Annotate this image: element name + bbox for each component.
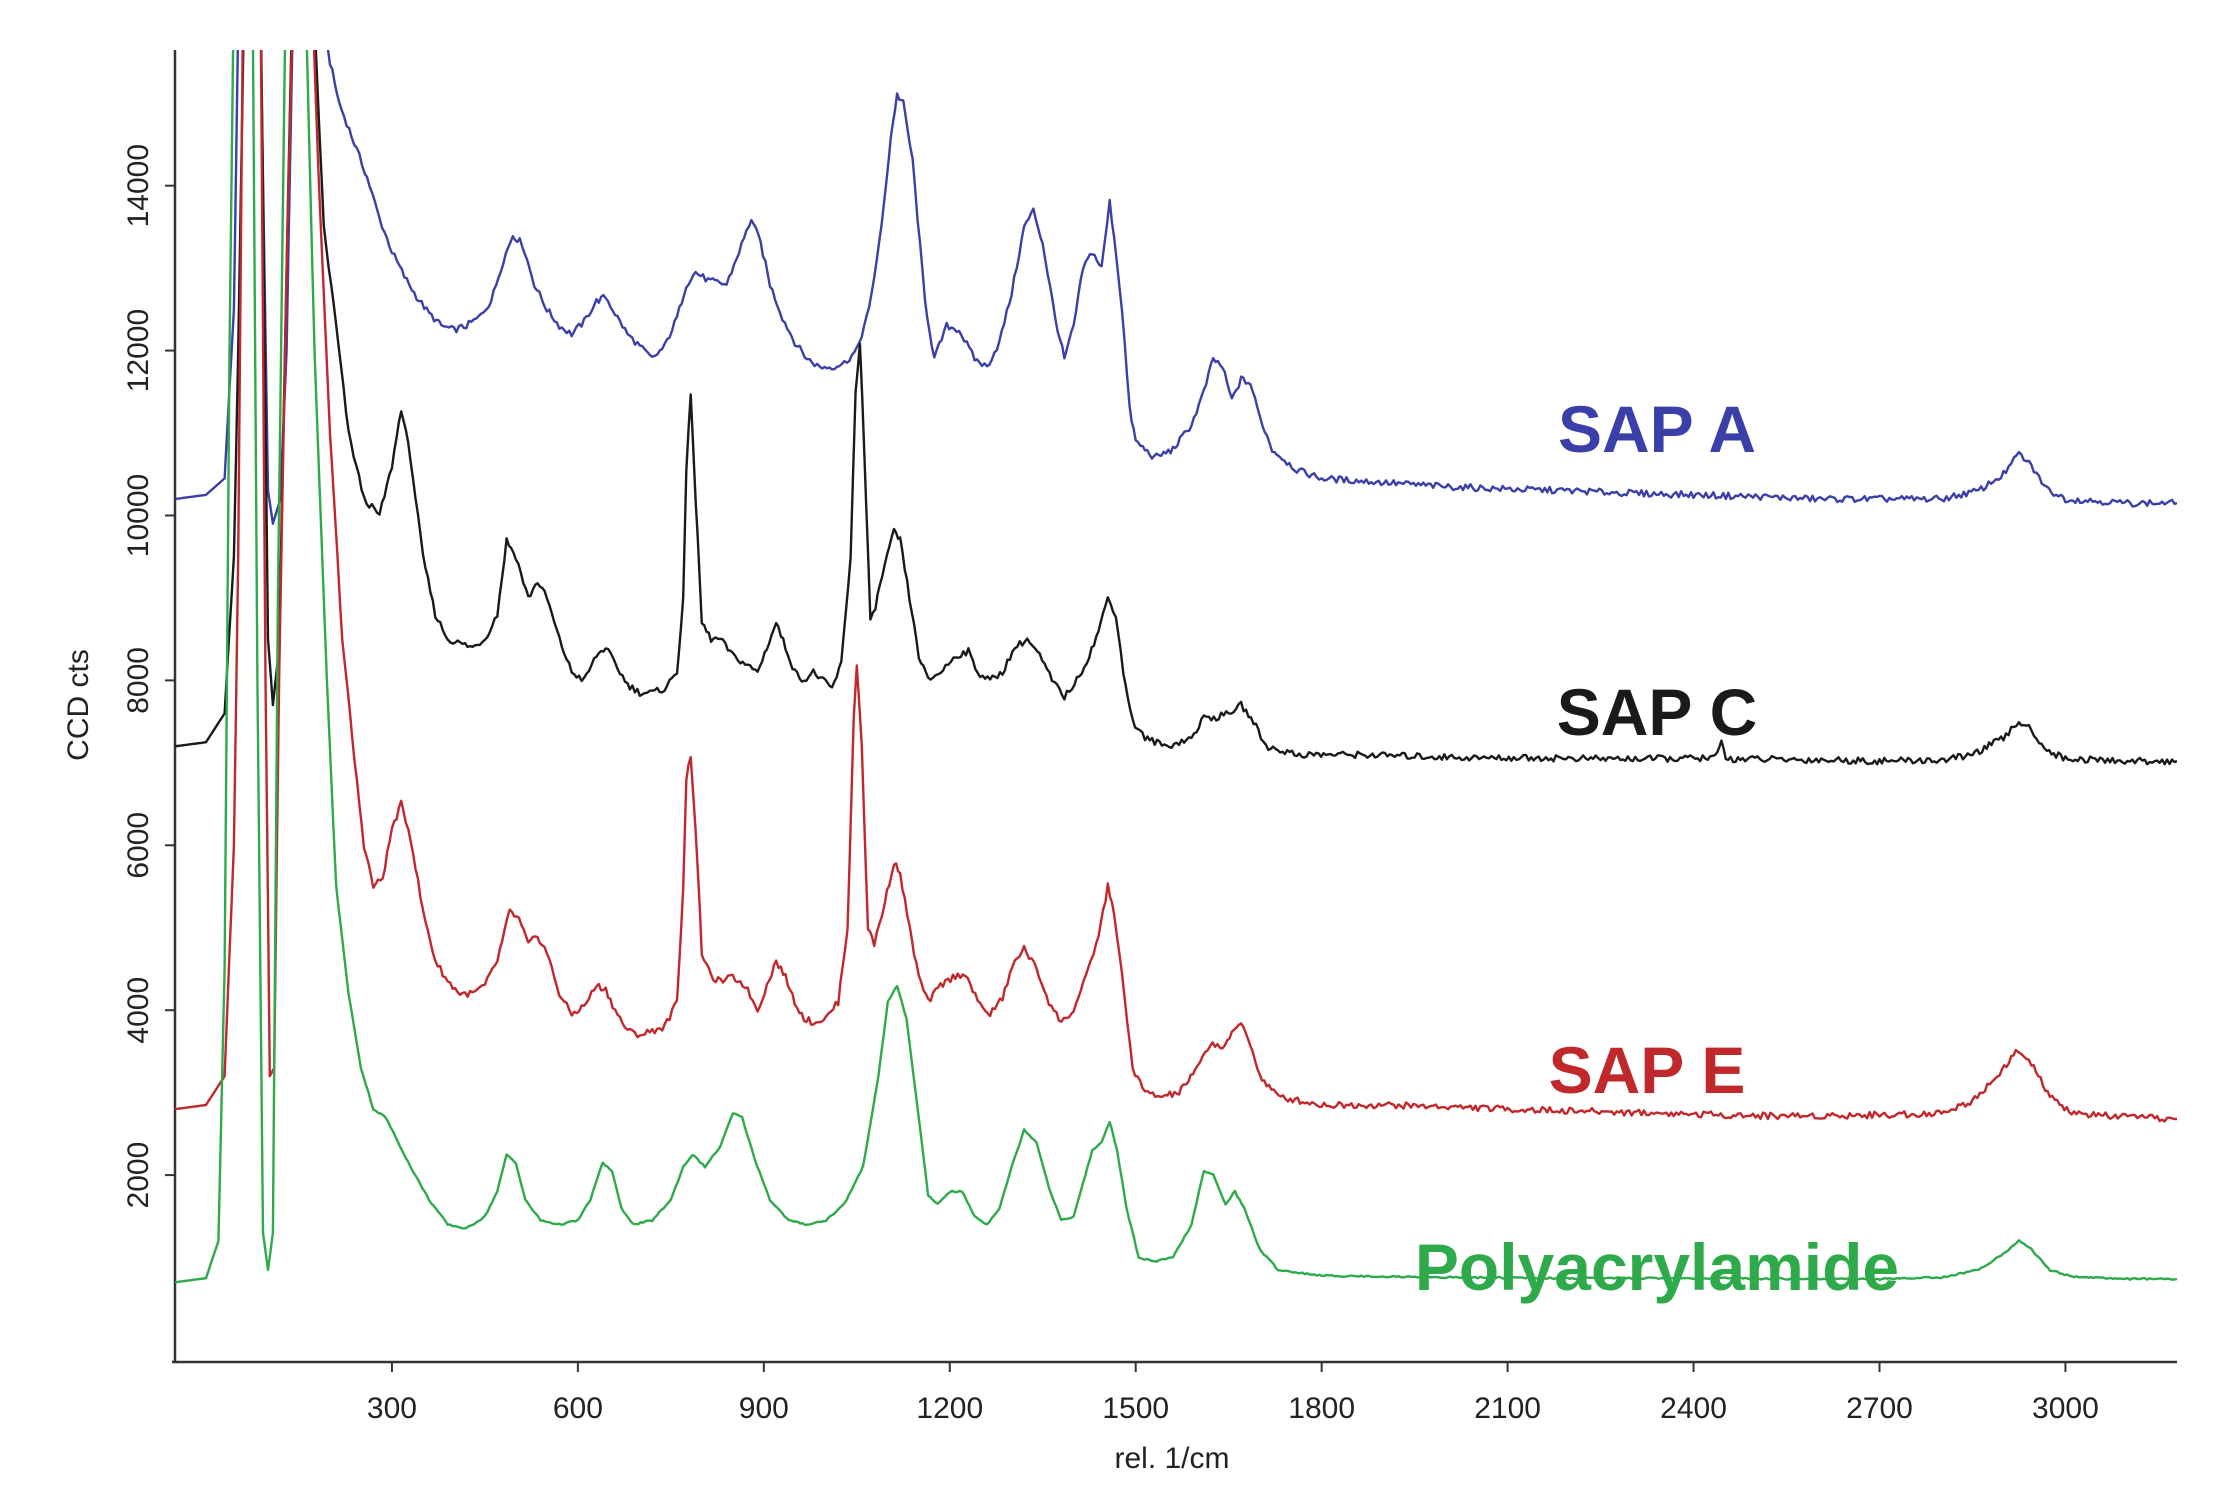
y-tick-label: 10000 (122, 474, 155, 557)
y-tick-label: 14000 (122, 144, 155, 227)
x-axis-title: rel. 1/cm (1114, 1442, 1229, 1475)
x-tick-label: 2700 (1846, 1392, 1913, 1425)
y-tick-label: 6000 (122, 812, 155, 879)
y-axis-title: CCD cts (62, 649, 95, 761)
y-tick-label: 12000 (122, 309, 155, 392)
y-tick-label: 2000 (122, 1142, 155, 1209)
x-tick-label: 2400 (1660, 1392, 1727, 1425)
x-axis: 300 600 900 1200 1500 1800 2100 2400 2700 3000 re… (172, 1360, 2177, 1475)
x-tick-label: 3000 (2032, 1392, 2099, 1425)
x-tick-label: 1800 (1288, 1392, 1355, 1425)
x-tick-label: 2100 (1474, 1392, 1541, 1425)
y-axis: 2000 4000 6000 8000 10000 12000 14000 CCD cts (62, 50, 177, 1362)
y-tick-label: 8000 (122, 647, 155, 714)
series-line-polyacrylamide (174, 50, 2177, 1284)
series-label-sap-a: SAP A (1558, 392, 1756, 466)
series-line-sap-a (174, 50, 2177, 525)
series-label-sap-c: SAP C (1557, 675, 1758, 749)
x-tick-label: 900 (739, 1392, 789, 1425)
series-line-sap-c (174, 50, 2177, 766)
x-tick-label: 600 (553, 1392, 603, 1425)
y-tick-label: 4000 (122, 977, 155, 1044)
x-tick-label: 1200 (916, 1392, 983, 1425)
x-tick-label: 300 (367, 1392, 417, 1425)
series-line-sap-e (174, 50, 2177, 1123)
series-label-sap-e: SAP E (1549, 1033, 1746, 1107)
series-label-polyacrylamide: Polyacrylamide (1415, 1230, 1899, 1304)
x-tick-label: 1500 (1102, 1392, 1169, 1425)
